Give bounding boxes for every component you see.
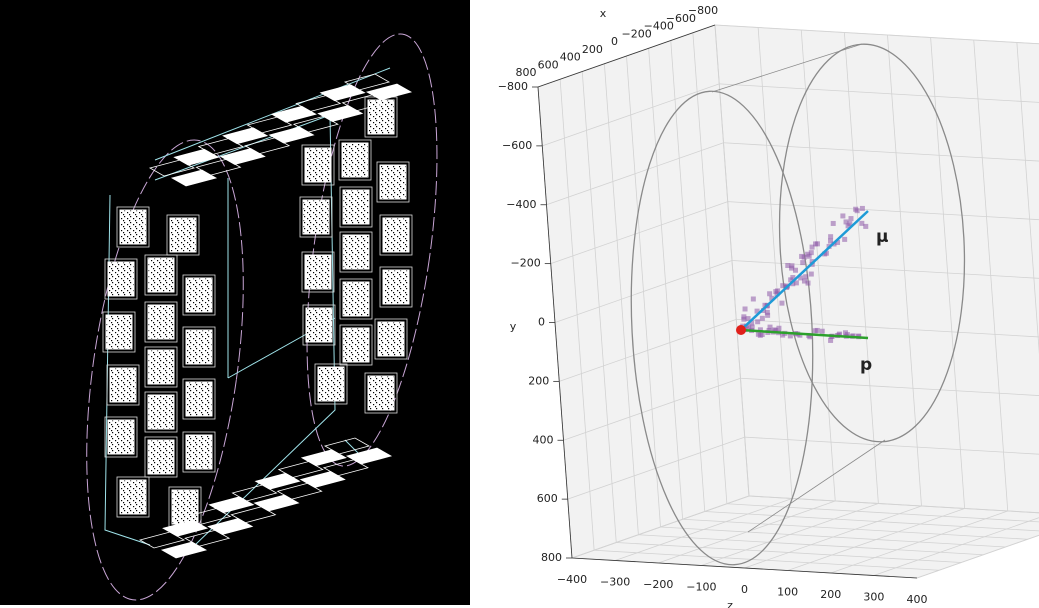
tick-label: 400 <box>560 51 581 64</box>
hit <box>743 306 748 311</box>
tick-label: 200 <box>582 43 603 56</box>
hit <box>802 279 807 284</box>
annotation: p <box>860 355 872 375</box>
tick-label: 800 <box>516 66 537 79</box>
module <box>148 440 174 474</box>
tick-label: −400 <box>506 198 536 211</box>
tick-label: −200 <box>643 578 673 591</box>
module <box>343 328 369 362</box>
tick-label: 800 <box>541 551 562 564</box>
module <box>306 308 332 342</box>
module <box>186 382 212 416</box>
hit <box>779 301 784 306</box>
module <box>186 278 212 312</box>
tick-label: −800 <box>498 80 528 93</box>
vertex <box>736 325 746 335</box>
hit <box>813 241 818 246</box>
hit <box>809 272 814 277</box>
module <box>343 190 369 224</box>
annotation: μ <box>876 227 889 247</box>
module <box>383 270 409 304</box>
module <box>120 480 146 514</box>
module <box>343 235 369 269</box>
tick-label: 600 <box>538 58 559 71</box>
tick-label: −300 <box>600 576 630 589</box>
axis-label: y <box>510 320 517 333</box>
module <box>378 322 404 356</box>
tick-label: 400 <box>533 433 554 446</box>
hit <box>780 283 785 288</box>
module <box>318 367 344 401</box>
tick-label: −600 <box>502 139 532 152</box>
tick-label: 200 <box>820 588 841 601</box>
hit <box>840 213 845 218</box>
tick-label: 600 <box>537 492 558 505</box>
tick-label: 200 <box>528 374 549 387</box>
module <box>186 435 212 469</box>
hit <box>853 207 858 212</box>
hit <box>758 333 763 338</box>
hit <box>765 313 770 318</box>
tick-label: 0 <box>741 583 748 596</box>
hit <box>799 254 804 259</box>
module <box>305 148 331 182</box>
module <box>108 262 134 296</box>
module <box>148 305 174 339</box>
tick-label: 100 <box>777 586 798 599</box>
plot-3d: 8006004002000−200−400−600−800−800−600−40… <box>498 4 1039 608</box>
hit <box>860 206 865 211</box>
module <box>380 165 406 199</box>
module <box>368 376 394 410</box>
hit <box>767 291 772 296</box>
hit <box>789 266 794 271</box>
figure: 8006004002000−200−400−600−800−800−600−40… <box>0 0 1039 608</box>
module <box>148 395 174 429</box>
tick-label: −400 <box>557 573 587 586</box>
module <box>148 258 174 292</box>
hit <box>750 325 755 330</box>
module <box>186 330 212 364</box>
tick-label: 0 <box>611 35 618 48</box>
module <box>303 200 329 234</box>
module <box>342 143 368 177</box>
detector-view <box>0 0 470 608</box>
module <box>110 368 136 402</box>
module <box>120 210 146 244</box>
module <box>172 490 198 524</box>
module <box>383 218 409 252</box>
hit <box>815 328 820 333</box>
module <box>148 350 174 384</box>
hit <box>751 296 756 301</box>
hit <box>760 316 765 321</box>
module <box>343 282 369 316</box>
module <box>170 218 196 252</box>
module <box>108 420 134 454</box>
module <box>106 315 132 349</box>
hit <box>805 252 810 257</box>
hit <box>848 216 853 221</box>
tick-label: 0 <box>538 316 545 329</box>
hit <box>859 221 864 226</box>
hit <box>803 274 808 279</box>
hit <box>828 234 833 239</box>
tick-label: −100 <box>686 581 716 594</box>
hit <box>755 319 760 324</box>
axis-label: x <box>600 7 607 20</box>
module <box>368 100 394 134</box>
tick-label: 400 <box>907 593 928 606</box>
module <box>305 255 331 289</box>
tick-label: 300 <box>863 591 884 604</box>
hit <box>842 237 847 242</box>
axis-label: z <box>727 599 733 608</box>
hit <box>800 260 805 265</box>
tick-label: −200 <box>511 257 541 270</box>
hit <box>820 329 825 334</box>
tick-label: −800 <box>688 4 718 17</box>
hit <box>831 221 836 226</box>
